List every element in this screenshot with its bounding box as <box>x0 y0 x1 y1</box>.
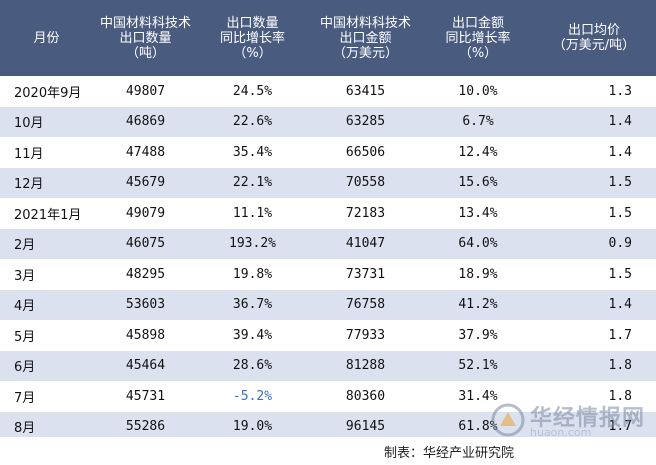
table-footer: 制表：华经产业研究院 <box>0 437 656 465</box>
cell-quantity: 45898 <box>93 320 198 351</box>
cell-quantity: 45679 <box>93 167 198 198</box>
cell-quantity: 49079 <box>93 198 198 229</box>
cell-amount-growth: 13.4% <box>424 198 532 229</box>
cell-price: 1.4 <box>532 289 656 320</box>
cell-quantity-growth: 11.1% <box>198 198 307 229</box>
cell-price: 1.7 <box>532 320 656 351</box>
cell-month: 6月 <box>0 350 93 381</box>
header-month: 月份 <box>0 0 93 76</box>
cell-month: 11月 <box>0 137 93 168</box>
header-average-price: 出口均价 （万美元/吨） <box>532 0 656 76</box>
cell-month: 5月 <box>0 320 93 351</box>
header-quantity-growth: 出口数量 同比增长率 （%） <box>198 0 307 76</box>
cell-quantity: 45731 <box>93 381 198 412</box>
table-row: 11月 47488 35.4% 66506 12.4% 1.4 <box>0 137 656 168</box>
table-row: 4月 53603 36.7% 76758 41.2% 1.4 <box>0 289 656 320</box>
table-row: 6月 45464 28.6% 81288 52.1% 1.8 <box>0 350 656 381</box>
cell-price: 1.7 <box>532 411 656 442</box>
cell-amount-growth: 15.6% <box>424 167 532 198</box>
cell-month: 2020年9月 <box>0 76 93 107</box>
cell-quantity-growth: 22.6% <box>198 106 307 137</box>
cell-amount: 63415 <box>307 76 424 107</box>
table-row: 5月 45898 39.4% 77933 37.9% 1.7 <box>0 320 656 351</box>
cell-quantity: 46075 <box>93 228 198 259</box>
cell-price: 1.4 <box>532 137 656 168</box>
export-data-table: 月份 中国材料科技术 出口数量 （吨） 出口数量 同比增长率 （%） 中国材料科… <box>0 0 656 442</box>
cell-month: 10月 <box>0 106 93 137</box>
cell-amount-growth: 18.9% <box>424 259 532 290</box>
cell-month: 8月 <box>0 411 93 442</box>
cell-amount: 63285 <box>307 106 424 137</box>
cell-amount: 41047 <box>307 228 424 259</box>
cell-price: 1.4 <box>532 106 656 137</box>
table-row: 3月 48295 19.8% 73731 18.9% 1.5 <box>0 259 656 290</box>
cell-amount: 80360 <box>307 381 424 412</box>
table-row: 12月 45679 22.1% 70558 15.6% 1.5 <box>0 167 656 198</box>
cell-quantity: 45464 <box>93 350 198 381</box>
source-note: 制表：华经产业研究院 <box>383 446 514 461</box>
cell-month: 4月 <box>0 289 93 320</box>
cell-amount-growth: 37.9% <box>424 320 532 351</box>
cell-price: 1.5 <box>532 198 656 229</box>
cell-month: 3月 <box>0 259 93 290</box>
watermark-name: 华经情报网 <box>530 406 646 431</box>
cell-amount-growth: 10.0% <box>424 76 532 107</box>
cell-amount: 66506 <box>307 137 424 168</box>
watermark-logo: 华经情报网 huaon.com <box>490 398 650 442</box>
cell-quantity: 46869 <box>93 106 198 137</box>
cell-amount: 73731 <box>307 259 424 290</box>
cell-price: 1.8 <box>532 381 656 412</box>
header-amount-growth: 出口金额 同比增长率 （%） <box>424 0 532 76</box>
table-row: 2月 46075 193.2% 41047 64.0% 0.9 <box>0 228 656 259</box>
cell-month: 7月 <box>0 381 93 412</box>
table-row: 7月 45731 -5.2% 80360 31.4% 1.8 <box>0 381 656 412</box>
header-export-quantity: 中国材料科技术 出口数量 （吨） <box>93 0 198 76</box>
cell-amount: 70558 <box>307 167 424 198</box>
cell-month: 2月 <box>0 228 93 259</box>
cell-price: 0.9 <box>532 228 656 259</box>
cell-amount: 96145 <box>307 411 424 442</box>
export-table-container: 月份 中国材料科技术 出口数量 （吨） 出口数量 同比增长率 （%） 中国材料科… <box>0 0 656 442</box>
cell-amount-growth: 6.7% <box>424 106 532 137</box>
cell-quantity: 47488 <box>93 137 198 168</box>
table-row: 10月 46869 22.6% 63285 6.7% 1.4 <box>0 106 656 137</box>
cell-quantity: 49807 <box>93 76 198 107</box>
cell-quantity-growth: 35.4% <box>198 137 307 168</box>
cell-quantity-growth: 19.0% <box>198 411 307 442</box>
table-row: 8月 55286 19.0% 96145 61.8% 1.7 <box>0 411 656 442</box>
table-body: 2020年9月 49807 24.5% 63415 10.0% 1.3 10月 … <box>0 76 656 442</box>
cell-amount-growth: 52.1% <box>424 350 532 381</box>
table-header: 月份 中国材料科技术 出口数量 （吨） 出口数量 同比增长率 （%） 中国材料科… <box>0 0 656 76</box>
cell-amount: 72183 <box>307 198 424 229</box>
cell-price: 1.3 <box>532 76 656 107</box>
cell-quantity-growth: -5.2% <box>198 381 307 412</box>
cell-quantity-growth: 193.2% <box>198 228 307 259</box>
cell-amount-growth: 61.8% <box>424 411 532 442</box>
cell-quantity-growth: 19.8% <box>198 259 307 290</box>
cell-amount-growth: 12.4% <box>424 137 532 168</box>
cell-price: 1.5 <box>532 167 656 198</box>
cell-amount-growth: 41.2% <box>424 289 532 320</box>
cell-quantity-growth: 39.4% <box>198 320 307 351</box>
cell-quantity-growth: 22.1% <box>198 167 307 198</box>
huaon-logo-icon <box>491 403 525 437</box>
cell-month: 2021年1月 <box>0 198 93 229</box>
cell-quantity: 53603 <box>93 289 198 320</box>
cell-price: 1.8 <box>532 350 656 381</box>
table-row: 2021年1月 49079 11.1% 72183 13.4% 1.5 <box>0 198 656 229</box>
cell-amount: 76758 <box>307 289 424 320</box>
cell-quantity-growth: 28.6% <box>198 350 307 381</box>
cell-amount: 77933 <box>307 320 424 351</box>
table-row: 2020年9月 49807 24.5% 63415 10.0% 1.3 <box>0 76 656 107</box>
watermark-url: huaon.com <box>530 426 592 439</box>
cell-amount-growth: 64.0% <box>424 228 532 259</box>
cell-quantity: 55286 <box>93 411 198 442</box>
cell-quantity-growth: 24.5% <box>198 76 307 107</box>
cell-price: 1.5 <box>532 259 656 290</box>
cell-quantity: 48295 <box>93 259 198 290</box>
header-export-amount: 中国材料科技术 出口金额 （万美元） <box>307 0 424 76</box>
cell-quantity-growth: 36.7% <box>198 289 307 320</box>
cell-month: 12月 <box>0 167 93 198</box>
cell-amount: 81288 <box>307 350 424 381</box>
